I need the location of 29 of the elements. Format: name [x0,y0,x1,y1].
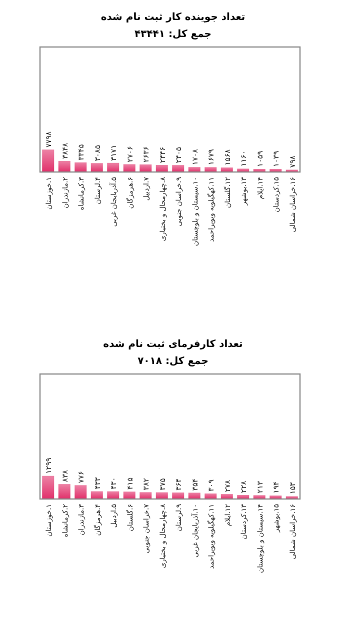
bar [123,164,136,172]
bar [42,150,54,172]
bar [172,492,184,499]
bar [58,160,70,172]
bar [204,493,217,499]
bar [172,165,184,172]
bar [237,168,250,172]
bar [107,491,120,499]
bar [107,162,120,172]
chart-title: تعداد کارفرمای ثبت نام شده [103,339,244,350]
bar [90,163,103,172]
bar [140,164,152,172]
bar [156,492,168,499]
bar [74,162,87,172]
bar [74,485,87,499]
chart-subtitle: جمع کل: ۴۳۴۴۱ [134,29,212,40]
chart-title: تعداد جوینده کار ثبت نام شده [100,12,246,23]
bar [188,167,200,172]
bar [140,492,152,499]
bar [90,491,103,499]
bar [220,494,233,499]
bar [204,167,217,172]
bar [156,164,168,172]
bar [123,492,136,499]
bar [58,484,70,499]
bar [42,476,54,499]
bar [188,492,200,499]
chart-subtitle: جمع کل: ۷۰۱۸ [138,356,208,367]
bar [253,495,266,499]
